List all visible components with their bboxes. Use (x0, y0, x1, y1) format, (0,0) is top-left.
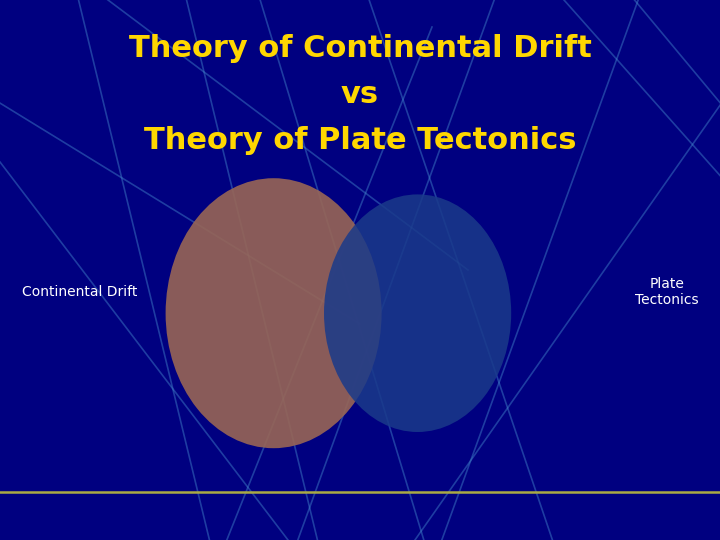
Ellipse shape (166, 178, 382, 448)
Text: Theory of Continental Drift: Theory of Continental Drift (129, 34, 591, 63)
Text: vs: vs (341, 80, 379, 109)
Text: Plate
Tectonics: Plate Tectonics (635, 276, 698, 307)
Text: Continental Drift: Continental Drift (22, 285, 137, 299)
Ellipse shape (324, 194, 511, 432)
Text: Theory of Plate Tectonics: Theory of Plate Tectonics (144, 126, 576, 155)
